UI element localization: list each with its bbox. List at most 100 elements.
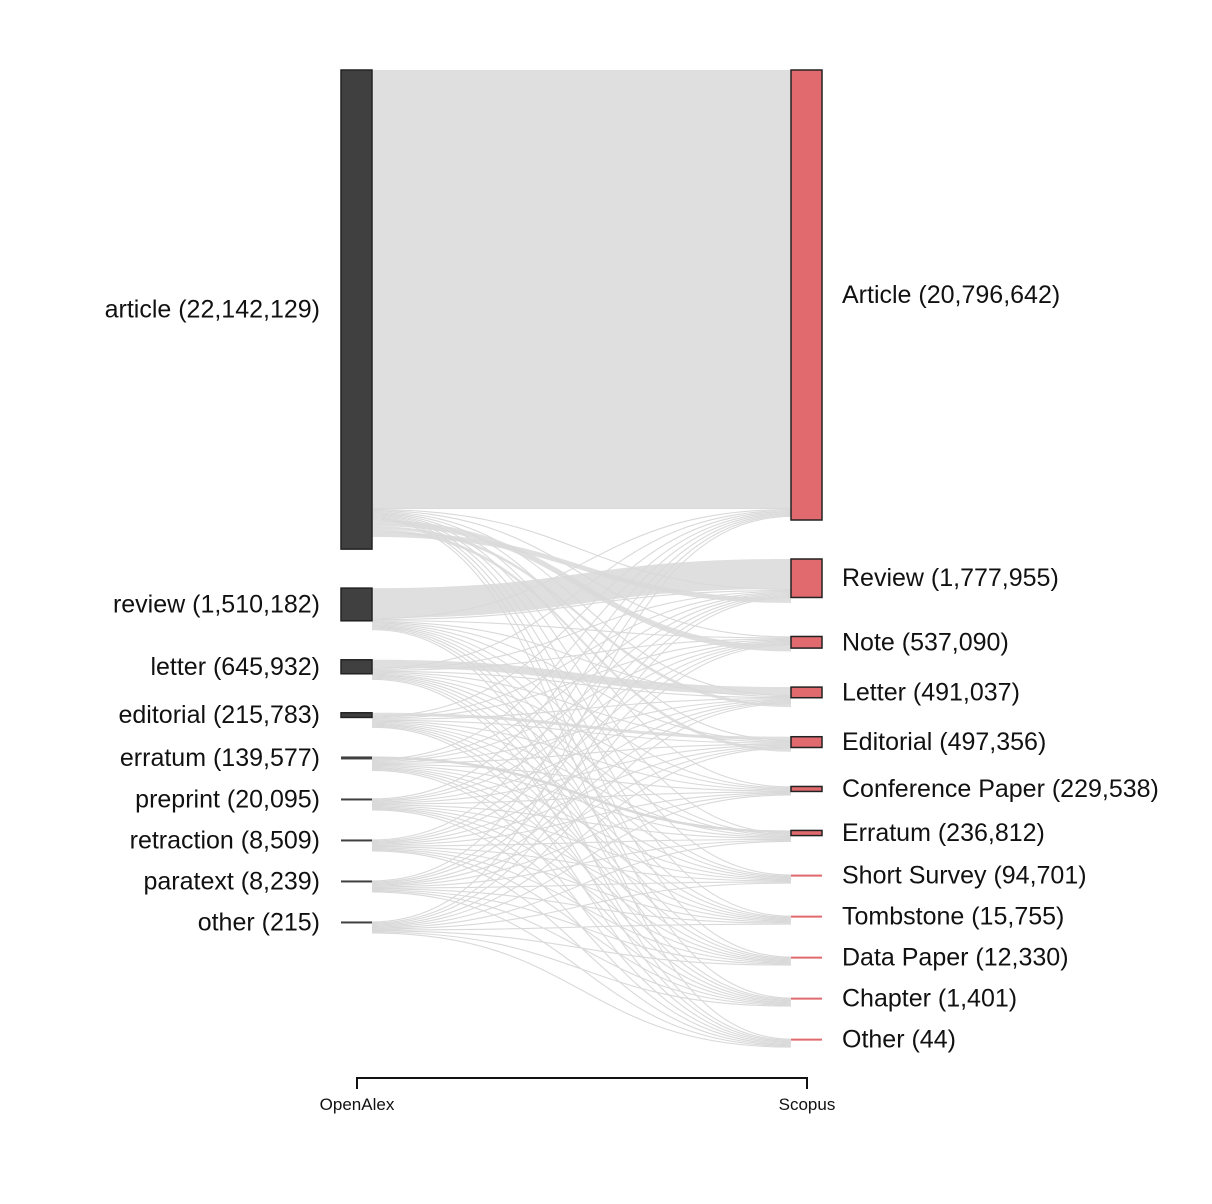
link-2-9 (371, 676, 792, 960)
link-1-0 (371, 508, 792, 620)
link-0-2 (371, 509, 792, 638)
link-3-0 (371, 510, 792, 717)
link-5-3 (371, 700, 792, 803)
link-5-6 (371, 804, 792, 839)
link-7-6 (371, 839, 792, 888)
left-label-review: review (1,510,182) (113, 590, 320, 618)
right-label-editorial: Editorial (497,356) (842, 728, 1046, 756)
right-node-short-survey (791, 874, 822, 877)
right-label-other: Other (44) (842, 1026, 956, 1054)
left-label-other: other (215) (198, 908, 320, 936)
right-node-editorial (790, 735, 823, 749)
link-8-7 (371, 882, 792, 930)
link-1-11 (371, 629, 792, 1041)
scopus-nodes: Article (20,796,642) Review (1,777,955) No… (790, 69, 1159, 1054)
link-5-4 (371, 744, 792, 804)
left-label-retraction: retraction (8,509) (130, 826, 320, 854)
link-5-2 (371, 641, 792, 802)
link-7-0 (371, 514, 792, 882)
link-article-note (372, 520, 791, 652)
left-node-letter (340, 659, 373, 675)
link-6-0 (371, 513, 792, 841)
right-label-letter: Letter (491,037) (842, 678, 1020, 706)
link-4-2 (371, 640, 792, 762)
axis-label-scopus: Scopus (779, 1095, 836, 1114)
left-label-article: article (22,142,129) (105, 296, 320, 324)
link-7-4 (371, 746, 792, 886)
link-3-4 (371, 719, 792, 744)
link-1-4 (371, 622, 792, 742)
link-8-6 (371, 840, 792, 929)
link-8-8 (371, 923, 792, 931)
axis-line (356, 1077, 808, 1089)
link-2-7 (371, 674, 792, 878)
right-node-letter (790, 686, 823, 699)
right-label-article: Article (20,796,642) (842, 281, 1060, 309)
link-6-6 (371, 838, 792, 847)
link-5-5 (371, 791, 792, 805)
right-label-review: Review (1,777,955) (842, 564, 1059, 592)
left-label-letter: letter (645,932) (150, 653, 320, 681)
link-7-5 (371, 793, 792, 887)
link-4-4 (371, 743, 792, 764)
link-6-4 (371, 745, 792, 845)
link-8-0 (371, 515, 792, 923)
link-2-6 (371, 673, 792, 836)
link-3-5 (371, 720, 792, 791)
left-node-article (340, 69, 373, 550)
left-label-editorial: editorial (215,783) (118, 701, 320, 729)
link-4-5 (371, 763, 792, 792)
link-8-10 (371, 931, 792, 1007)
link-3-3 (371, 698, 792, 720)
link-editorial-editorial (372, 712, 791, 740)
link-6-3 (371, 701, 792, 844)
link-8-9 (371, 930, 792, 966)
link-2-11 (371, 678, 792, 1042)
link-7-3 (371, 702, 792, 885)
link-8-4 (371, 747, 792, 927)
right-node-review (790, 558, 823, 599)
right-node-data-paper (791, 956, 822, 959)
link-article-letter (372, 526, 791, 708)
link-0-10 (371, 517, 792, 999)
right-node-conference-paper (790, 785, 823, 793)
left-label-preprint: preprint (20,095) (135, 785, 320, 813)
right-label-short-survey: Short Survey (94,701) (842, 862, 1087, 890)
right-label-chapter: Chapter (1,401) (842, 985, 1017, 1013)
link-0-3 (371, 510, 792, 697)
link-2-0 (371, 509, 792, 669)
link-4-7 (371, 765, 792, 880)
link-4-0 (371, 511, 792, 760)
left-label-paratext: paratext (8,239) (144, 867, 321, 895)
right-node-note (790, 635, 823, 649)
link-1-3 (371, 621, 792, 698)
link-0-4 (371, 511, 792, 741)
link-0-1 (371, 508, 792, 591)
link-8-1 (371, 596, 792, 924)
right-label-note: Note (537,090) (842, 628, 1009, 656)
link-1-5 (371, 623, 792, 789)
right-node-article (790, 69, 823, 521)
link-8-3 (371, 703, 792, 926)
sankey-links (371, 70, 792, 1048)
link-6-2 (371, 642, 792, 843)
link-8-5 (371, 794, 792, 928)
link-5-0 (371, 512, 792, 800)
right-label-erratum: Erratum (236,812) (842, 819, 1045, 847)
link-6-5 (371, 792, 792, 846)
left-node-paratext (341, 880, 372, 883)
link-4-8 (371, 766, 792, 921)
left-node-editorial (340, 712, 373, 719)
link-1-2 (371, 620, 792, 639)
left-label-erratum: erratum (139,577) (120, 744, 320, 772)
left-node-retraction (341, 839, 372, 842)
link-4-3 (371, 699, 792, 763)
link-7-2 (371, 643, 792, 884)
right-label-data-paper: Data Paper (12,330) (842, 944, 1069, 972)
link-7-1 (371, 595, 792, 883)
link-4-9 (371, 767, 792, 962)
link-8-11 (371, 932, 792, 1048)
right-label-conference-paper: Conference Paper (229,538) (842, 775, 1159, 803)
openalex-nodes: article (22,142,129) review (1,510,182) le… (105, 69, 373, 936)
